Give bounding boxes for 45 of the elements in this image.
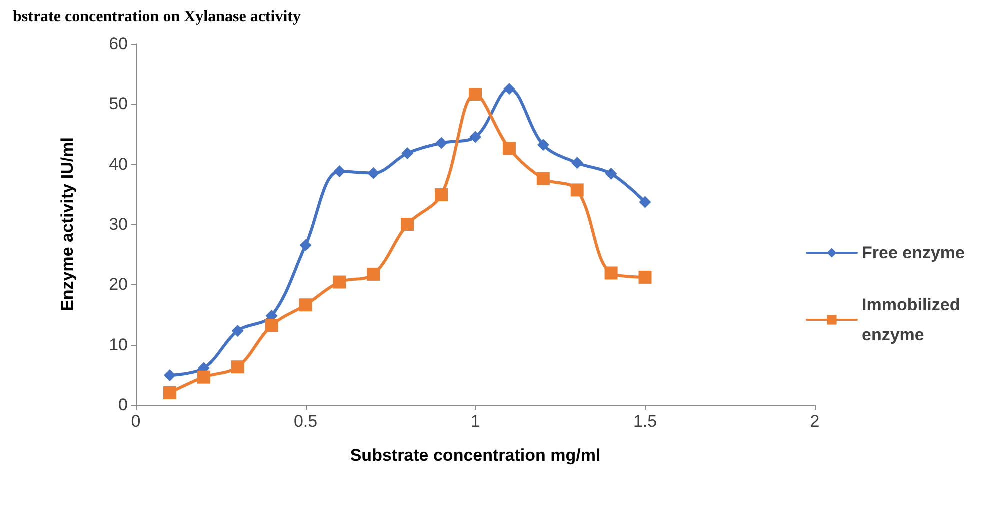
y-tick-label: 50 — [109, 94, 128, 114]
y-axis-title: Enzyme activity IU/ml — [58, 138, 77, 312]
point — [197, 370, 210, 384]
point — [604, 266, 618, 280]
point — [470, 131, 482, 144]
point — [536, 172, 550, 186]
legend-label: Free enzyme — [862, 244, 966, 262]
point — [401, 218, 414, 231]
point — [265, 319, 278, 332]
y-tick-label: 20 — [109, 275, 128, 294]
y-tick-label: 60 — [109, 34, 128, 54]
point — [300, 240, 312, 252]
point — [502, 142, 516, 156]
point — [368, 167, 380, 180]
chart-title: bstrate concentration on Xylanase activity — [13, 8, 301, 26]
point — [570, 184, 584, 197]
point — [639, 196, 652, 208]
x-tick-label: 0 — [131, 412, 141, 431]
x-axis-title: Substrate concentration mg/ml — [350, 446, 601, 465]
point — [164, 370, 176, 382]
x-tick-label: 2 — [810, 412, 820, 431]
point — [571, 157, 584, 170]
point — [435, 188, 448, 202]
point — [503, 83, 516, 96]
point — [299, 298, 312, 312]
y-tick-label: 30 — [109, 215, 128, 234]
point — [334, 166, 346, 178]
point — [232, 324, 244, 337]
x-tick-label: 1 — [470, 412, 480, 431]
y-tick-label: 10 — [109, 335, 128, 354]
x-tick-label: 1.5 — [633, 412, 658, 431]
point — [469, 88, 482, 102]
point — [333, 276, 346, 289]
point — [605, 168, 618, 180]
point — [367, 268, 380, 281]
y-tick-label: 40 — [109, 154, 128, 174]
point — [436, 137, 448, 150]
legend-label: Immobilized enzyme — [862, 296, 960, 344]
point — [638, 270, 652, 284]
point — [231, 360, 244, 374]
point — [402, 148, 414, 160]
y-tick-label: 0 — [118, 396, 128, 414]
point — [537, 139, 550, 152]
point — [163, 386, 176, 400]
x-tick-label: 0.5 — [294, 412, 318, 431]
